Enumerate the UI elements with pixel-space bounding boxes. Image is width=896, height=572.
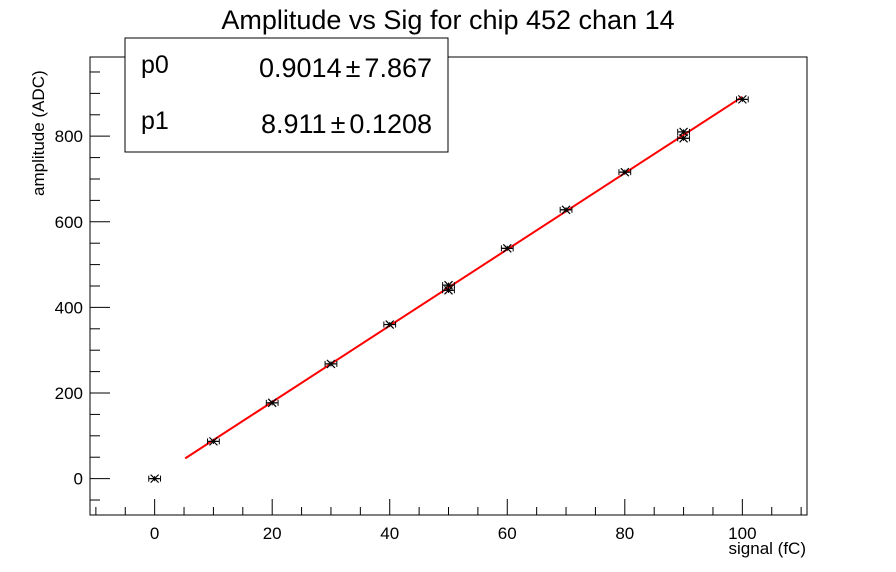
x-tick-label: 0 — [150, 524, 159, 543]
axis-ticks — [90, 71, 802, 515]
x-tick-label: 20 — [263, 524, 282, 543]
data-point — [735, 94, 749, 104]
data-point — [383, 320, 397, 329]
fit-line — [184, 95, 743, 460]
data-point — [618, 167, 632, 177]
data-point — [265, 398, 279, 408]
y-tick-labels: 0 200 400 600 800 — [55, 127, 83, 488]
y-tick-label: 200 — [55, 384, 83, 403]
y-tick-label: 0 — [74, 470, 83, 489]
y-tick-label: 800 — [55, 127, 83, 146]
y-tick-label: 600 — [55, 213, 83, 232]
stats-param-name: p1 — [141, 107, 169, 135]
stats-row-p1: p1 8.911 ±0.1208 — [141, 107, 432, 139]
stats-row-p0: p0 0.9014 ±7.867 — [141, 51, 432, 83]
y-axis-label: amplitude (ADC) — [29, 70, 48, 196]
stats-box-frame — [124, 37, 449, 153]
data-points — [148, 94, 749, 484]
data-point — [677, 127, 690, 137]
data-point — [559, 205, 573, 215]
x-tick-labels: 0 20 40 60 80 100 — [150, 524, 757, 543]
data-point — [148, 474, 162, 484]
chart-title: Amplitude vs Sig for chip 452 chan 14 — [221, 5, 674, 35]
stats-param-value: 8.911 ±0.1208 — [261, 109, 432, 139]
data-point — [442, 280, 455, 290]
data-point — [500, 243, 514, 253]
stats-param-value: 0.9014 ±7.867 — [259, 53, 432, 83]
fit-stats-box: p0 0.9014 ±7.867 p1 8.911 ±0.1208 — [124, 37, 449, 153]
x-tick-label: 100 — [728, 524, 756, 543]
stats-param-name: p0 — [141, 51, 169, 79]
data-point — [677, 133, 690, 143]
y-tick-label: 400 — [55, 298, 83, 317]
x-tick-label: 80 — [615, 524, 634, 543]
data-point — [207, 436, 220, 446]
data-point — [324, 359, 338, 369]
x-tick-label: 40 — [380, 524, 399, 543]
x-tick-label: 60 — [498, 524, 517, 543]
x-axis-label: signal (fC) — [729, 539, 806, 558]
